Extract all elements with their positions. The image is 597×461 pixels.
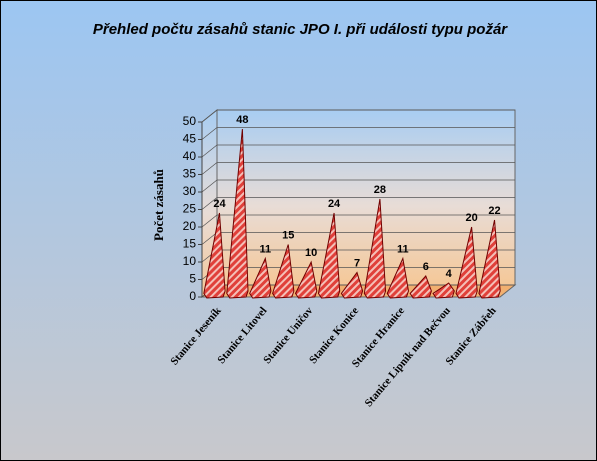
cone [478,219,501,299]
cone [340,271,364,299]
grid-line [201,179,515,193]
cone [249,256,272,299]
cone [203,212,226,299]
value-label: 20 [465,212,477,224]
y-tick-label: 25 [183,202,197,216]
grid-line [201,127,515,140]
value-label: 11 [397,243,409,255]
value-label: 7 [354,257,360,269]
value-label: 28 [374,184,386,196]
value-label: 4 [446,268,453,280]
y-tick-label: 10 [183,254,197,268]
grid-line [201,197,515,210]
cone [226,128,249,299]
value-label: 48 [236,114,248,126]
cone [386,256,409,299]
y-tick-label: 35 [183,167,197,181]
cone [455,226,478,299]
cone [294,260,318,299]
y-tick-label: 30 [183,184,197,198]
grid-line [201,214,515,228]
cone [317,212,341,299]
value-label: 6 [423,261,429,273]
chart-title: Přehled počtu zásahů stanic JPO I. při u… [92,21,508,38]
cone [272,244,295,299]
grid-line [201,162,515,175]
grid-line [201,144,515,158]
y-tick-label: 5 [189,272,196,286]
value-label: 24 [328,198,341,210]
cone [409,275,432,299]
value-label: 15 [282,229,294,241]
cone [363,198,387,299]
grid-line [201,109,515,123]
value-label: 22 [488,205,500,217]
y-axis-label: Počet zásahů [151,169,166,241]
value-label: 11 [259,243,271,255]
y-tick-label: 15 [183,237,197,251]
y-tick-label: 45 [183,132,197,146]
y-tick-label: 40 [183,149,197,163]
value-label: 24 [213,198,226,210]
y-tick-label: 50 [183,114,197,128]
y-tick-label: 0 [189,289,196,303]
cone [432,282,455,299]
y-tick-label: 20 [183,219,197,233]
value-label: 10 [305,247,317,259]
